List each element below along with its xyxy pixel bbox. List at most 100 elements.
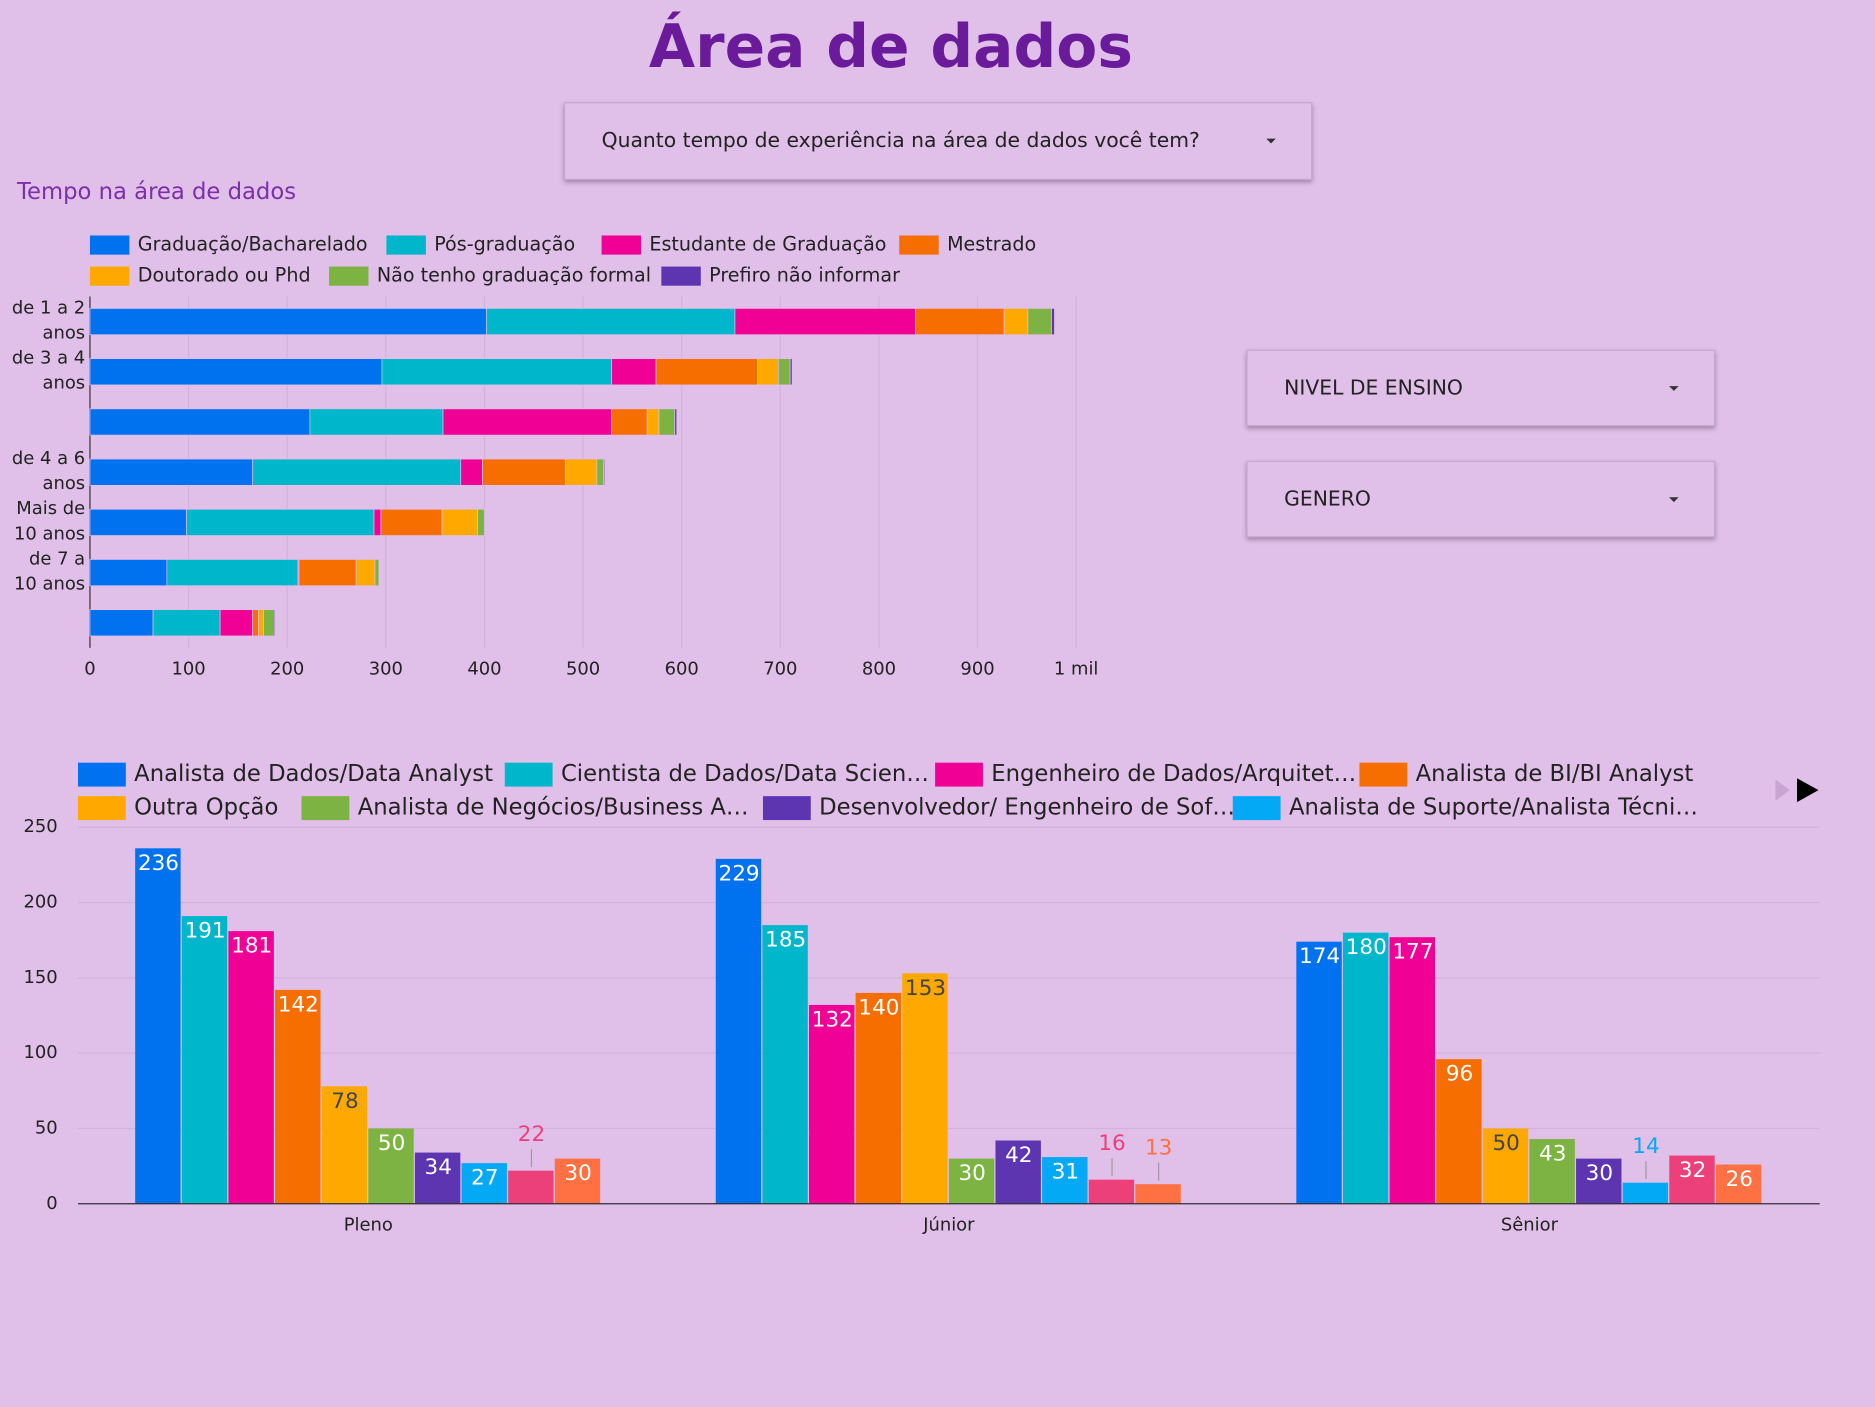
dropdown-label[interactable]: NIVEL DE ENSINO	[1284, 376, 1463, 400]
legend-label: Analista de Negócios/Business A…	[358, 795, 749, 821]
data-label: 153	[905, 976, 946, 1001]
bar-segment	[486, 308, 736, 336]
legend-swatch	[386, 235, 426, 255]
legend-swatch	[935, 762, 983, 787]
dropdown-box[interactable]	[563, 102, 1313, 180]
dropdown-caret[interactable]	[1266, 138, 1276, 144]
y-tick-label: 200	[23, 892, 57, 913]
bar-segment	[89, 609, 154, 637]
legend-label: Analista de BI/BI Analyst	[1416, 761, 1694, 787]
bar-segment	[89, 559, 168, 587]
chart-title: Tempo na área de dados	[16, 179, 296, 205]
y-tick-label: 100	[23, 1042, 57, 1063]
dropdown-caret[interactable]	[1669, 497, 1679, 503]
dropdown-box[interactable]	[1246, 460, 1716, 538]
data-label: 14	[1632, 1134, 1659, 1159]
data-label: 140	[858, 995, 899, 1020]
legend-swatch	[77, 796, 126, 821]
bar-segment	[355, 559, 376, 587]
bar-segment	[734, 308, 916, 336]
bar	[1296, 941, 1342, 1204]
legend-prev[interactable]	[1775, 779, 1790, 801]
legend-label: Graduação/Bacharelado	[138, 233, 368, 256]
y-tick-label: de 4 a 6 anos	[12, 448, 85, 494]
bar	[762, 925, 808, 1204]
bar-segment	[374, 559, 380, 587]
y-tick-label: Mais de 10 anos	[14, 498, 85, 544]
legend-label: Analista de Dados/Data Analyst	[134, 761, 493, 787]
legend-label: Doutorado ou Phd	[138, 264, 311, 287]
bar-segment	[789, 358, 793, 386]
legend-swatch	[77, 762, 126, 787]
x-tick-label: 100	[171, 658, 205, 679]
data-label: 177	[1392, 940, 1433, 965]
legend-next[interactable]	[1797, 778, 1819, 803]
bar	[1436, 1059, 1482, 1204]
bar-segment	[477, 508, 485, 536]
bar-segment	[655, 358, 758, 386]
data-label: 191	[185, 919, 226, 944]
bar-segment	[89, 458, 254, 486]
bar-segment	[263, 609, 275, 637]
bar-segment	[482, 458, 566, 486]
bar-segment	[152, 609, 221, 637]
data-label: 30	[958, 1161, 985, 1186]
y-tick-label: 50	[35, 1117, 58, 1138]
x-tick-label: 500	[566, 658, 600, 679]
legend-swatch	[601, 235, 642, 255]
bar-segment	[603, 458, 606, 486]
data-label: 34	[425, 1155, 452, 1180]
bar	[414, 1152, 461, 1204]
bar-segment	[564, 458, 598, 486]
bar-segment	[258, 609, 264, 637]
dropdown-label[interactable]: GENERO	[1284, 487, 1371, 511]
legend-swatch	[899, 235, 939, 255]
data-label: 132	[812, 1007, 853, 1032]
bar-segment	[186, 508, 375, 536]
y-tick-label: de 7 a 10 anos	[14, 548, 85, 594]
bar	[948, 1158, 995, 1204]
dropdown-label[interactable]: Quanto tempo de experiência na área de d…	[602, 128, 1200, 152]
bar	[554, 1158, 601, 1204]
bar	[1576, 1158, 1622, 1204]
y-tick-label: de 3 a 4 anos	[12, 348, 85, 394]
data-label: 31	[1052, 1160, 1079, 1185]
data-label: 30	[1586, 1161, 1613, 1186]
bar-segment	[611, 358, 657, 386]
bar	[508, 1170, 554, 1204]
legend-swatch	[1359, 762, 1408, 787]
bar	[321, 1086, 368, 1204]
data-label: 32	[1679, 1158, 1706, 1183]
legend-swatch	[661, 266, 701, 286]
filter-education[interactable]: NIVEL DE ENSINO	[1246, 349, 1716, 427]
legend-label: Cientista de Dados/Data Scien…	[561, 761, 929, 787]
data-label: 180	[1346, 935, 1387, 960]
bar-segment	[252, 458, 462, 486]
filter-experience[interactable]: Quanto tempo de experiência na área de d…	[563, 102, 1313, 180]
x-tick-label: 700	[763, 658, 797, 679]
x-tick-label: 300	[369, 658, 403, 679]
bar-segment	[1027, 308, 1052, 336]
data-label: 22	[518, 1122, 545, 1147]
x-tick-label: 1 mil	[1054, 658, 1099, 679]
legend-label: Prefiro não informar	[709, 264, 900, 287]
filter-gender[interactable]: GENERO	[1246, 460, 1716, 538]
legend-swatch	[504, 762, 553, 787]
y-tick-label: 250	[23, 816, 57, 837]
bar	[1135, 1184, 1181, 1204]
data-label: 43	[1539, 1142, 1566, 1167]
y-tick-label: de 1 a 2 anos	[12, 297, 85, 343]
data-label: 181	[231, 934, 272, 959]
bar	[228, 931, 274, 1204]
x-tick-label: Pleno	[344, 1214, 393, 1235]
x-tick-label: Júnior	[922, 1214, 975, 1235]
bar	[1042, 1157, 1088, 1204]
bar-segment	[274, 609, 276, 637]
bar-segment	[441, 508, 478, 536]
legend-swatch	[301, 796, 350, 821]
bar-segment	[646, 408, 660, 436]
dropdown-box[interactable]	[1246, 349, 1716, 427]
x-tick-label: 400	[467, 658, 501, 679]
dropdown-caret[interactable]	[1669, 386, 1679, 391]
bar	[1342, 932, 1389, 1204]
